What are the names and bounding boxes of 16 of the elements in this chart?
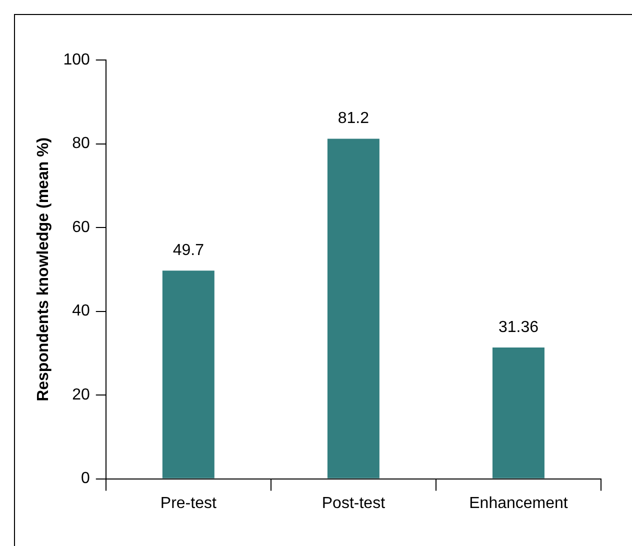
y-tick-label: 0 bbox=[80, 470, 90, 488]
x-tick-label: Post-test bbox=[322, 494, 386, 512]
x-tick-label: Enhancement bbox=[469, 494, 568, 512]
x-tick-label: Pre-test bbox=[160, 494, 217, 512]
y-tick-label: 100 bbox=[63, 51, 90, 68]
y-tick-label: 60 bbox=[72, 218, 90, 236]
bar bbox=[492, 347, 544, 478]
y-axis-title: Respondents knowledge (mean %) bbox=[35, 137, 52, 402]
y-tick-label: 20 bbox=[72, 386, 90, 404]
bar bbox=[162, 270, 214, 478]
y-tick-label: 80 bbox=[72, 135, 90, 152]
data-label: 49.7 bbox=[172, 242, 204, 260]
y-tick-label: 40 bbox=[72, 302, 90, 320]
bar bbox=[327, 138, 380, 478]
data-label: 31.36 bbox=[498, 318, 539, 336]
data-label: 81.2 bbox=[338, 110, 370, 128]
